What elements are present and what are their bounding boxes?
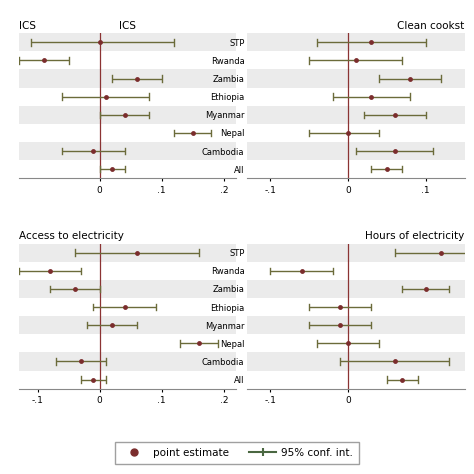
Title: ICS: ICS bbox=[119, 21, 136, 31]
Bar bbox=[247, 33, 465, 51]
Bar bbox=[19, 371, 237, 389]
Bar bbox=[247, 334, 465, 352]
Bar bbox=[19, 244, 237, 262]
Bar bbox=[19, 334, 237, 352]
Bar bbox=[19, 280, 237, 298]
Bar bbox=[247, 142, 465, 160]
Bar bbox=[19, 160, 237, 178]
Bar bbox=[247, 124, 465, 142]
Text: Access to electricity: Access to electricity bbox=[19, 231, 124, 241]
Bar bbox=[247, 298, 465, 316]
Bar bbox=[247, 244, 465, 262]
Bar bbox=[247, 280, 465, 298]
Text: ICS: ICS bbox=[19, 21, 36, 31]
Bar bbox=[19, 316, 237, 334]
Bar bbox=[19, 51, 237, 70]
Bar bbox=[19, 298, 237, 316]
Bar bbox=[19, 106, 237, 124]
Text: Clean cookst: Clean cookst bbox=[397, 21, 465, 31]
Bar bbox=[19, 124, 237, 142]
Bar bbox=[19, 33, 237, 51]
Bar bbox=[247, 88, 465, 106]
Bar bbox=[247, 70, 465, 88]
Bar bbox=[19, 88, 237, 106]
Bar bbox=[19, 262, 237, 280]
Bar bbox=[247, 316, 465, 334]
Bar bbox=[19, 70, 237, 88]
Text: Hours of electricity: Hours of electricity bbox=[365, 231, 465, 241]
Legend: point estimate, 95% conf. int.: point estimate, 95% conf. int. bbox=[115, 442, 359, 464]
Bar bbox=[247, 371, 465, 389]
Bar bbox=[247, 262, 465, 280]
Bar bbox=[19, 352, 237, 371]
Bar bbox=[247, 51, 465, 70]
Bar bbox=[247, 106, 465, 124]
Bar bbox=[247, 352, 465, 371]
Bar bbox=[247, 160, 465, 178]
Bar bbox=[19, 142, 237, 160]
